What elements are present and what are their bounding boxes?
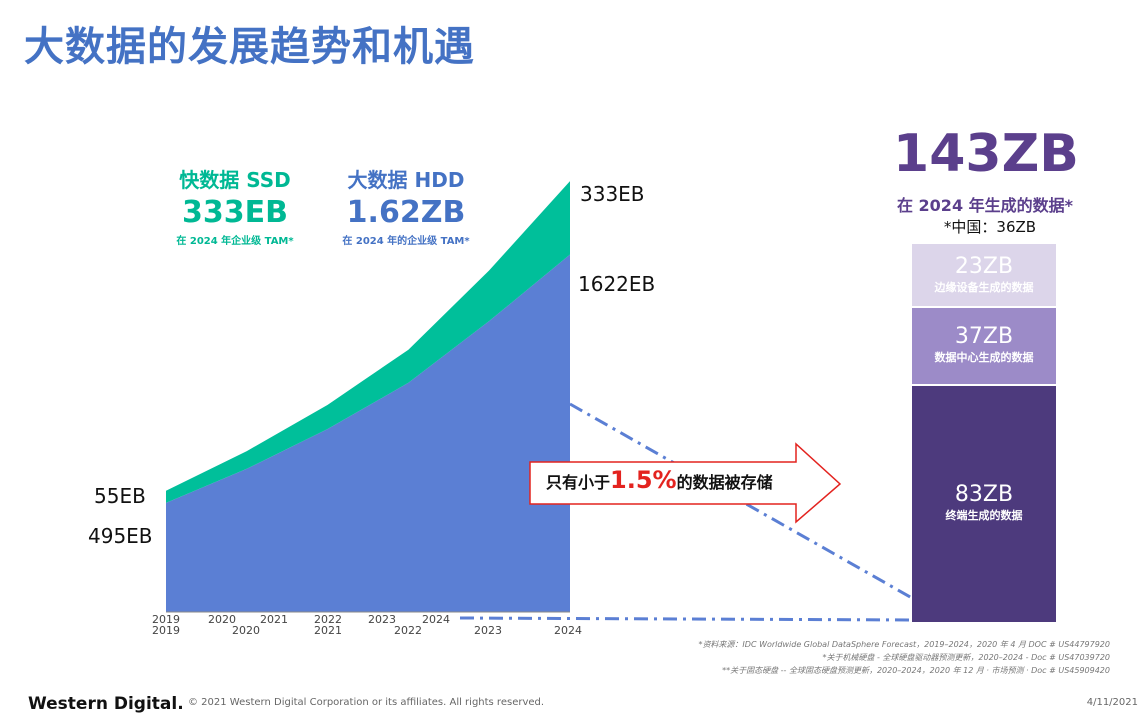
- segment-label: 数据中心生成的数据: [934, 351, 1034, 364]
- segment-value: 83ZB: [954, 482, 1014, 507]
- hdd-area: [166, 254, 570, 612]
- x-tick-label-top: 2019: [152, 613, 180, 626]
- callout-text: 只有小于1.5%的数据被存储: [546, 466, 773, 494]
- x-tick-label-bottom: 2022: [394, 624, 422, 637]
- guide-line-lower: [459, 616, 913, 622]
- hdd-value: 1.62ZB: [346, 195, 466, 230]
- x-tick-label-bottom: 2021: [314, 624, 342, 637]
- callout-pct: 1.5%: [610, 466, 677, 494]
- callout-arrow: [529, 442, 842, 524]
- x-tick-label-bottom: 2019: [152, 624, 180, 637]
- ssd-value: 333EB: [182, 195, 288, 230]
- ssd-end-label: 333EB: [580, 182, 645, 206]
- footnote: **关于固态硬盘 -- 全球固态硬盘预测更新，2020–2024，2020 年 …: [722, 666, 1110, 675]
- segment-edge: 23ZB 边缘设备生成的数据: [912, 244, 1056, 306]
- x-tick-label-bottom: 2024: [554, 624, 582, 637]
- x-tick-label-bottom: 2020: [232, 624, 260, 637]
- segment-label: 边缘设备生成的数据: [934, 281, 1034, 294]
- copyright: © 2021 Western Digital Corporation or it…: [188, 697, 545, 708]
- footnote: *资料来源：IDC Worldwide Global DataSphere Fo…: [698, 640, 1110, 649]
- china-note: *中国：36ZB: [943, 218, 1037, 236]
- company-logo: Western Digital.: [28, 694, 184, 714]
- hdd-title: 大数据 HDD: [347, 168, 465, 192]
- x-tick-label-bottom: 2023: [474, 624, 502, 637]
- callout-post: 的数据被存储: [676, 473, 773, 492]
- segment-endpoint: 83ZB 终端生成的数据: [912, 386, 1056, 622]
- segment-datacenter: 37ZB 数据中心生成的数据: [912, 308, 1056, 384]
- hdd-start-label: 495EB: [88, 524, 153, 548]
- page-title: 大数据的发展趋势和机遇: [24, 24, 475, 70]
- ssd-title: 快数据 SSD: [179, 168, 291, 192]
- x-tick-label-top: 2024: [422, 613, 450, 626]
- ssd-subtitle: 在 2024 年企业级 TAM*: [176, 236, 294, 247]
- ssd-summary: 快数据 SSD 333EB 在 2024 年企业级 TAM*: [160, 164, 310, 247]
- x-tick-label-top: 2022: [314, 613, 342, 626]
- ssd-start-label: 55EB: [94, 484, 146, 508]
- callout-pre: 只有小于: [546, 473, 611, 492]
- segment-value: 23ZB: [954, 254, 1014, 279]
- x-tick-label-top: 2020: [208, 613, 236, 626]
- hdd-summary: 大数据 HDD 1.62ZB 在 2024 年的企业级 TAM*: [326, 164, 486, 247]
- footnote: *关于机械硬盘 - 全球硬盘驱动器预测更新，2020–2024 - Doc # …: [822, 653, 1110, 662]
- total-value: 143ZB: [893, 124, 1079, 184]
- date: 4/11/2021: [1086, 697, 1138, 708]
- footnotes: *资料来源：IDC Worldwide Global DataSphere Fo…: [698, 638, 1110, 677]
- segment-value: 37ZB: [954, 324, 1014, 349]
- x-tick-label-top: 2023: [368, 613, 396, 626]
- x-tick-label-top: 2021: [260, 613, 288, 626]
- hdd-end-label: 1622EB: [578, 272, 656, 296]
- hdd-subtitle: 在 2024 年的企业级 TAM*: [342, 236, 470, 247]
- total-subtitle: 在 2024 年生成的数据*: [896, 196, 1074, 215]
- segment-label: 终端生成的数据: [945, 509, 1023, 522]
